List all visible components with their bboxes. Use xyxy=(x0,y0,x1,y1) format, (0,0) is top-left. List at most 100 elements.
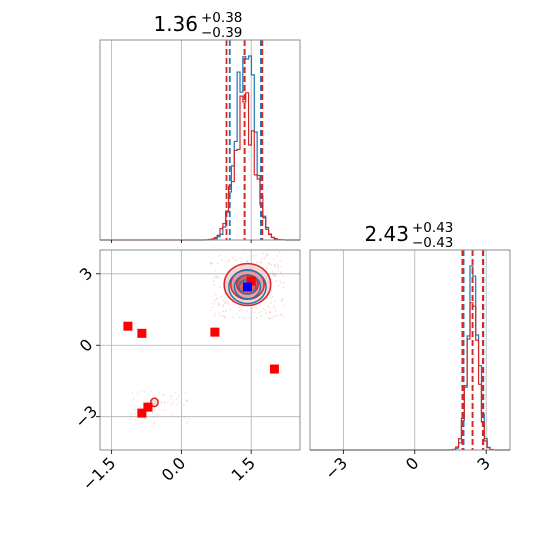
contour-B-2 xyxy=(149,397,159,408)
sample-point xyxy=(222,299,225,302)
sample-point xyxy=(269,272,272,275)
sample-point xyxy=(252,254,255,257)
sample-point xyxy=(167,401,169,403)
sample-point xyxy=(236,312,238,315)
red-marker-6 xyxy=(246,276,256,286)
sample-point xyxy=(246,260,249,263)
sample-point xyxy=(283,315,286,318)
sample-point xyxy=(274,273,276,275)
grid-param-2 xyxy=(342,250,487,450)
sample-point xyxy=(227,301,230,304)
sample-point xyxy=(280,314,283,317)
sample-point xyxy=(176,398,178,400)
sample-point xyxy=(273,274,276,277)
sample-point xyxy=(164,401,166,404)
sample-point xyxy=(246,260,248,263)
sample-point xyxy=(182,404,185,406)
sample-point xyxy=(186,421,188,423)
sample-point xyxy=(260,260,262,263)
sample-point xyxy=(256,307,259,310)
sample-point xyxy=(265,312,267,314)
sample-point xyxy=(209,262,212,265)
sample-point xyxy=(217,297,219,300)
sample-point xyxy=(274,315,276,317)
sample-point xyxy=(251,307,254,310)
x-tick-label: 0 xyxy=(402,453,423,474)
sample-point xyxy=(216,275,218,278)
sample-point xyxy=(238,305,241,308)
y-tick-label: −3 xyxy=(71,402,101,432)
x-axis-param-2: −3 0 3 xyxy=(321,450,494,484)
sample-point xyxy=(242,316,244,319)
sample-point xyxy=(180,409,183,412)
sample-point xyxy=(187,400,189,403)
sample-point xyxy=(129,415,132,418)
sample-point xyxy=(152,422,155,425)
sample-point xyxy=(274,280,276,283)
sample-point xyxy=(170,395,173,398)
sample-point xyxy=(218,314,221,317)
sample-point xyxy=(275,279,278,282)
sample-point xyxy=(276,263,278,266)
sample-point xyxy=(186,399,188,402)
sample-point xyxy=(141,421,144,424)
x-tick-label: 3 xyxy=(473,453,494,474)
sample-point xyxy=(137,392,139,395)
sample-point xyxy=(279,280,281,282)
sample-point xyxy=(151,412,154,415)
sample-point xyxy=(214,269,216,272)
sample-point xyxy=(269,297,272,299)
sample-point xyxy=(214,293,217,296)
histogram-step-A xyxy=(310,265,510,451)
sample-point xyxy=(175,404,177,406)
y-axis-param-2: −3 0 3 xyxy=(71,264,101,432)
sample-point xyxy=(140,390,143,393)
sample-point xyxy=(273,307,276,309)
sample-point xyxy=(229,308,232,311)
sample-point xyxy=(268,311,271,313)
sample-point xyxy=(221,295,223,297)
sample-point xyxy=(264,255,267,258)
sample-point xyxy=(234,259,237,262)
sample-point xyxy=(269,311,271,313)
sample-point xyxy=(277,267,279,269)
sample-point xyxy=(220,314,223,317)
joint-frame xyxy=(99,249,301,451)
sample-point xyxy=(274,275,277,277)
sample-point xyxy=(279,271,282,274)
sample-point xyxy=(239,257,241,260)
sample-point xyxy=(276,314,279,317)
sample-point xyxy=(271,316,274,319)
red-marker-1 xyxy=(137,328,147,338)
sample-point xyxy=(269,302,272,304)
y-tick-label: 0 xyxy=(76,335,97,356)
sample-point xyxy=(137,419,140,421)
x-tick-label: 0.0 xyxy=(158,453,189,484)
sample-point xyxy=(173,400,175,402)
sample-point xyxy=(280,265,283,268)
sample-point xyxy=(261,252,264,255)
sample-point xyxy=(216,262,219,264)
x-tick-label: −3 xyxy=(321,453,351,483)
sample-point xyxy=(260,258,263,260)
histogram-frame-param-2 xyxy=(309,249,511,451)
sample-point xyxy=(277,270,279,272)
red-marker-0 xyxy=(123,321,133,331)
sample-point xyxy=(232,256,234,259)
sample-point xyxy=(256,261,258,263)
sample-point xyxy=(131,391,133,394)
sample-point xyxy=(277,284,280,287)
sample-point xyxy=(177,401,179,404)
sample-point xyxy=(213,315,216,317)
title-param-2: 2.43 +0.43 −0.43 xyxy=(364,220,453,251)
sample-point xyxy=(275,273,278,276)
sample-point xyxy=(280,313,283,316)
sample-point xyxy=(210,263,213,265)
sample-point xyxy=(185,422,188,425)
sample-point xyxy=(258,311,261,314)
sample-point xyxy=(151,412,154,414)
sample-point xyxy=(274,300,277,302)
sample-point xyxy=(253,311,256,314)
sample-point xyxy=(269,306,271,309)
sample-point xyxy=(184,392,187,395)
